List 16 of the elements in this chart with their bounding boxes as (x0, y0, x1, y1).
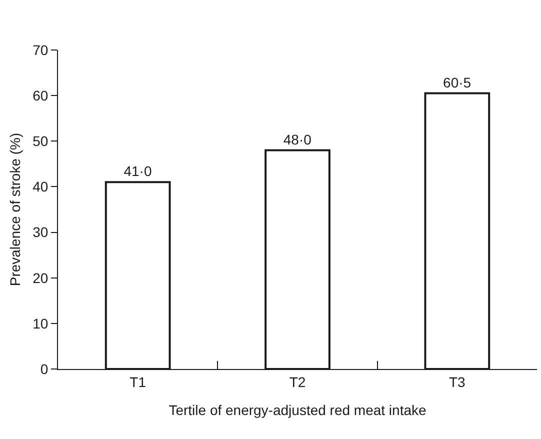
y-tick-label: 60 (32, 87, 48, 104)
y-tick-label: 30 (32, 224, 48, 240)
y-tick-label: 50 (32, 133, 48, 150)
x-axis-title: Tertile of energy-adjusted red meat intake (168, 402, 426, 418)
y-tick-label: 0 (40, 360, 48, 377)
y-tick-label: 70 (32, 42, 48, 58)
x-tick-label: T1 (130, 374, 146, 390)
x-tick-label: T3 (449, 374, 466, 390)
y-tick-label: 20 (32, 270, 48, 286)
data-label: 41·0 (124, 163, 152, 180)
data-label: 60·5 (443, 74, 472, 90)
x-tick-label: T2 (289, 374, 306, 390)
y-tick-label: 10 (32, 315, 48, 332)
y-axis-title: Prevalence of stroke (%) (7, 132, 23, 286)
y-tick-label: 40 (32, 178, 48, 195)
data-label: 48·0 (283, 131, 312, 148)
